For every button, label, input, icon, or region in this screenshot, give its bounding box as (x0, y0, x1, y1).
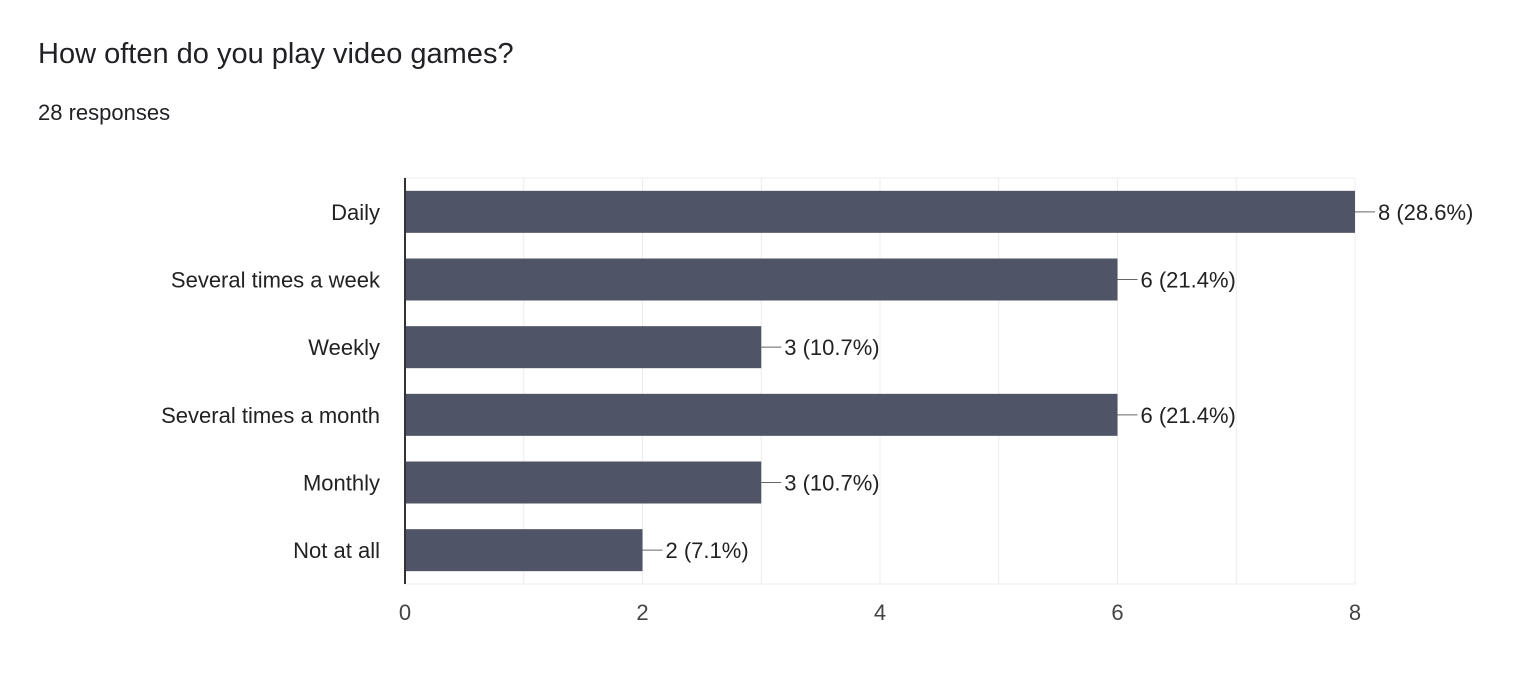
category-label: Weekly (308, 335, 380, 360)
category-label: Several times a week (171, 268, 381, 293)
data-label: 3 (10.7%) (784, 471, 879, 496)
bar (405, 190, 1355, 233)
data-label: 2 (7.1%) (666, 538, 749, 563)
bar (405, 529, 643, 572)
data-label: 8 (28.6%) (1378, 200, 1473, 225)
bar (405, 461, 762, 504)
x-tick-label: 2 (636, 600, 648, 625)
x-tick-label: 8 (1349, 600, 1361, 625)
x-tick-label: 4 (874, 600, 886, 625)
data-label: 6 (21.4%) (1141, 403, 1236, 428)
bar (405, 393, 1118, 436)
data-label: 6 (21.4%) (1141, 268, 1236, 293)
x-tick-label: 6 (1111, 600, 1123, 625)
bar (405, 326, 762, 369)
x-tick-label: 0 (399, 600, 411, 625)
question-title: How often do you play video games? (38, 38, 514, 70)
response-count: 28 responses (38, 100, 171, 125)
category-label: Monthly (303, 471, 380, 496)
category-label: Daily (331, 200, 380, 225)
category-label: Not at all (293, 538, 380, 563)
category-label: Several times a month (161, 403, 380, 428)
data-label: 3 (10.7%) (784, 335, 879, 360)
bar (405, 258, 1118, 301)
